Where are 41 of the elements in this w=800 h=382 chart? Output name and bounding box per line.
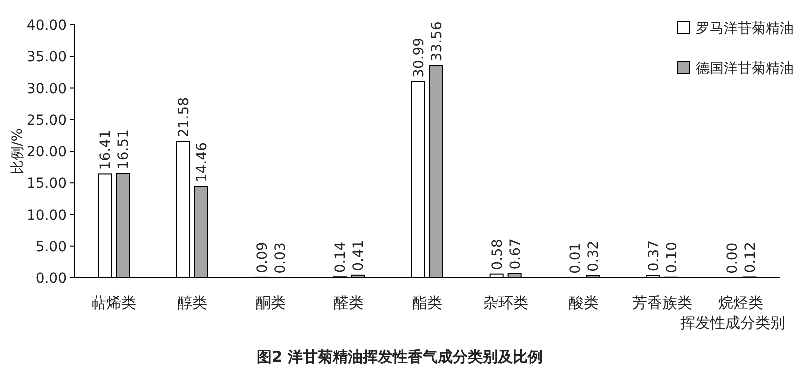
y-tick-label: 5.00 [36,239,67,256]
legend-label: 罗马洋苷菊精油 [696,21,794,37]
y-tick-label: 40.00 [26,18,67,34]
data-label: 0.58 [490,239,506,270]
x-tick-label: 酮类 [256,294,286,312]
data-label: 0.37 [646,240,662,272]
legend-label: 德国洋甘菊精油 [696,61,794,77]
x-tick-label: 杂环类 [483,294,528,312]
data-label: 33.56 [430,22,446,62]
y-tick-label: 25.00 [26,112,67,129]
text: 图2 洋甘菊精油挥发性香气成分类别及比例 [257,348,543,366]
data-label: 0.10 [664,242,680,274]
data-label: 0.00 [724,242,741,274]
y-tick-label: 35.00 [26,50,67,66]
x-tick-label: 烷烃类 [718,294,764,312]
data-label: 0.67 [508,238,524,270]
y-tick-label: 0.00 [36,271,67,287]
y-tick-label: 15.00 [26,176,67,192]
x-tick-label: 酸类 [569,294,600,312]
y-tick-label: 20.00 [26,144,67,160]
data-label: 0.32 [586,240,602,272]
data-label: 30.99 [412,38,428,78]
data-label: 0.12 [742,242,759,274]
y-tick-label: 10.00 [26,208,67,224]
x-tick-label: 酯类 [412,294,442,312]
x-tick-label: 醛类 [334,294,364,312]
data-label: 0.03 [272,242,289,274]
data-label: 0.01 [568,242,584,274]
data-label: 14.46 [194,142,210,183]
data-label: 0.41 [351,240,368,272]
x-axis-title: 挥发性成分类别 [680,314,786,332]
data-label: 21.58 [176,97,192,138]
y-tick-label: 30.00 [26,81,67,98]
x-tick-label: 萜烯类 [92,294,137,312]
x-tick-label: 芳香族类 [632,294,692,312]
data-label: 16.41 [98,130,114,170]
data-label: 0.09 [254,242,271,274]
data-label: 0.14 [333,242,350,274]
data-label: 16.51 [116,129,132,170]
x-tick-label: 醇类 [178,294,208,312]
y-axis-title: 比例/% [10,128,26,175]
